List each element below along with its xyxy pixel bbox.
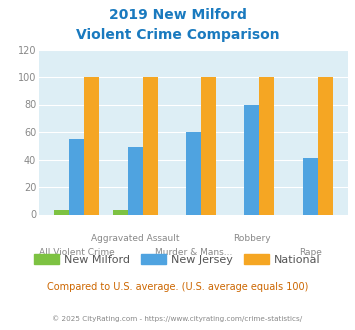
Text: Aggravated Assault: Aggravated Assault bbox=[91, 234, 179, 243]
Text: All Violent Crime: All Violent Crime bbox=[39, 248, 115, 257]
Bar bbox=[303, 158, 318, 214]
Text: Murder & Mans...: Murder & Mans... bbox=[155, 248, 232, 257]
Bar bbox=[260, 77, 274, 214]
Text: 2019 New Milford: 2019 New Milford bbox=[109, 8, 246, 22]
Bar bbox=[201, 77, 216, 214]
Text: © 2025 CityRating.com - https://www.cityrating.com/crime-statistics/: © 2025 CityRating.com - https://www.city… bbox=[53, 315, 302, 322]
Bar bbox=[113, 211, 127, 214]
Bar bbox=[143, 77, 158, 214]
Bar bbox=[84, 77, 99, 214]
Bar bbox=[186, 132, 201, 214]
Bar bbox=[69, 139, 84, 214]
Text: Violent Crime Comparison: Violent Crime Comparison bbox=[76, 28, 279, 42]
Text: Compared to U.S. average. (U.S. average equals 100): Compared to U.S. average. (U.S. average … bbox=[47, 282, 308, 292]
Bar bbox=[127, 147, 143, 214]
Bar bbox=[244, 105, 260, 214]
Bar bbox=[54, 211, 69, 214]
Bar bbox=[318, 77, 333, 214]
Text: Rape: Rape bbox=[299, 248, 322, 257]
Legend: New Milford, New Jersey, National: New Milford, New Jersey, National bbox=[30, 250, 325, 269]
Text: Robbery: Robbery bbox=[233, 234, 271, 243]
